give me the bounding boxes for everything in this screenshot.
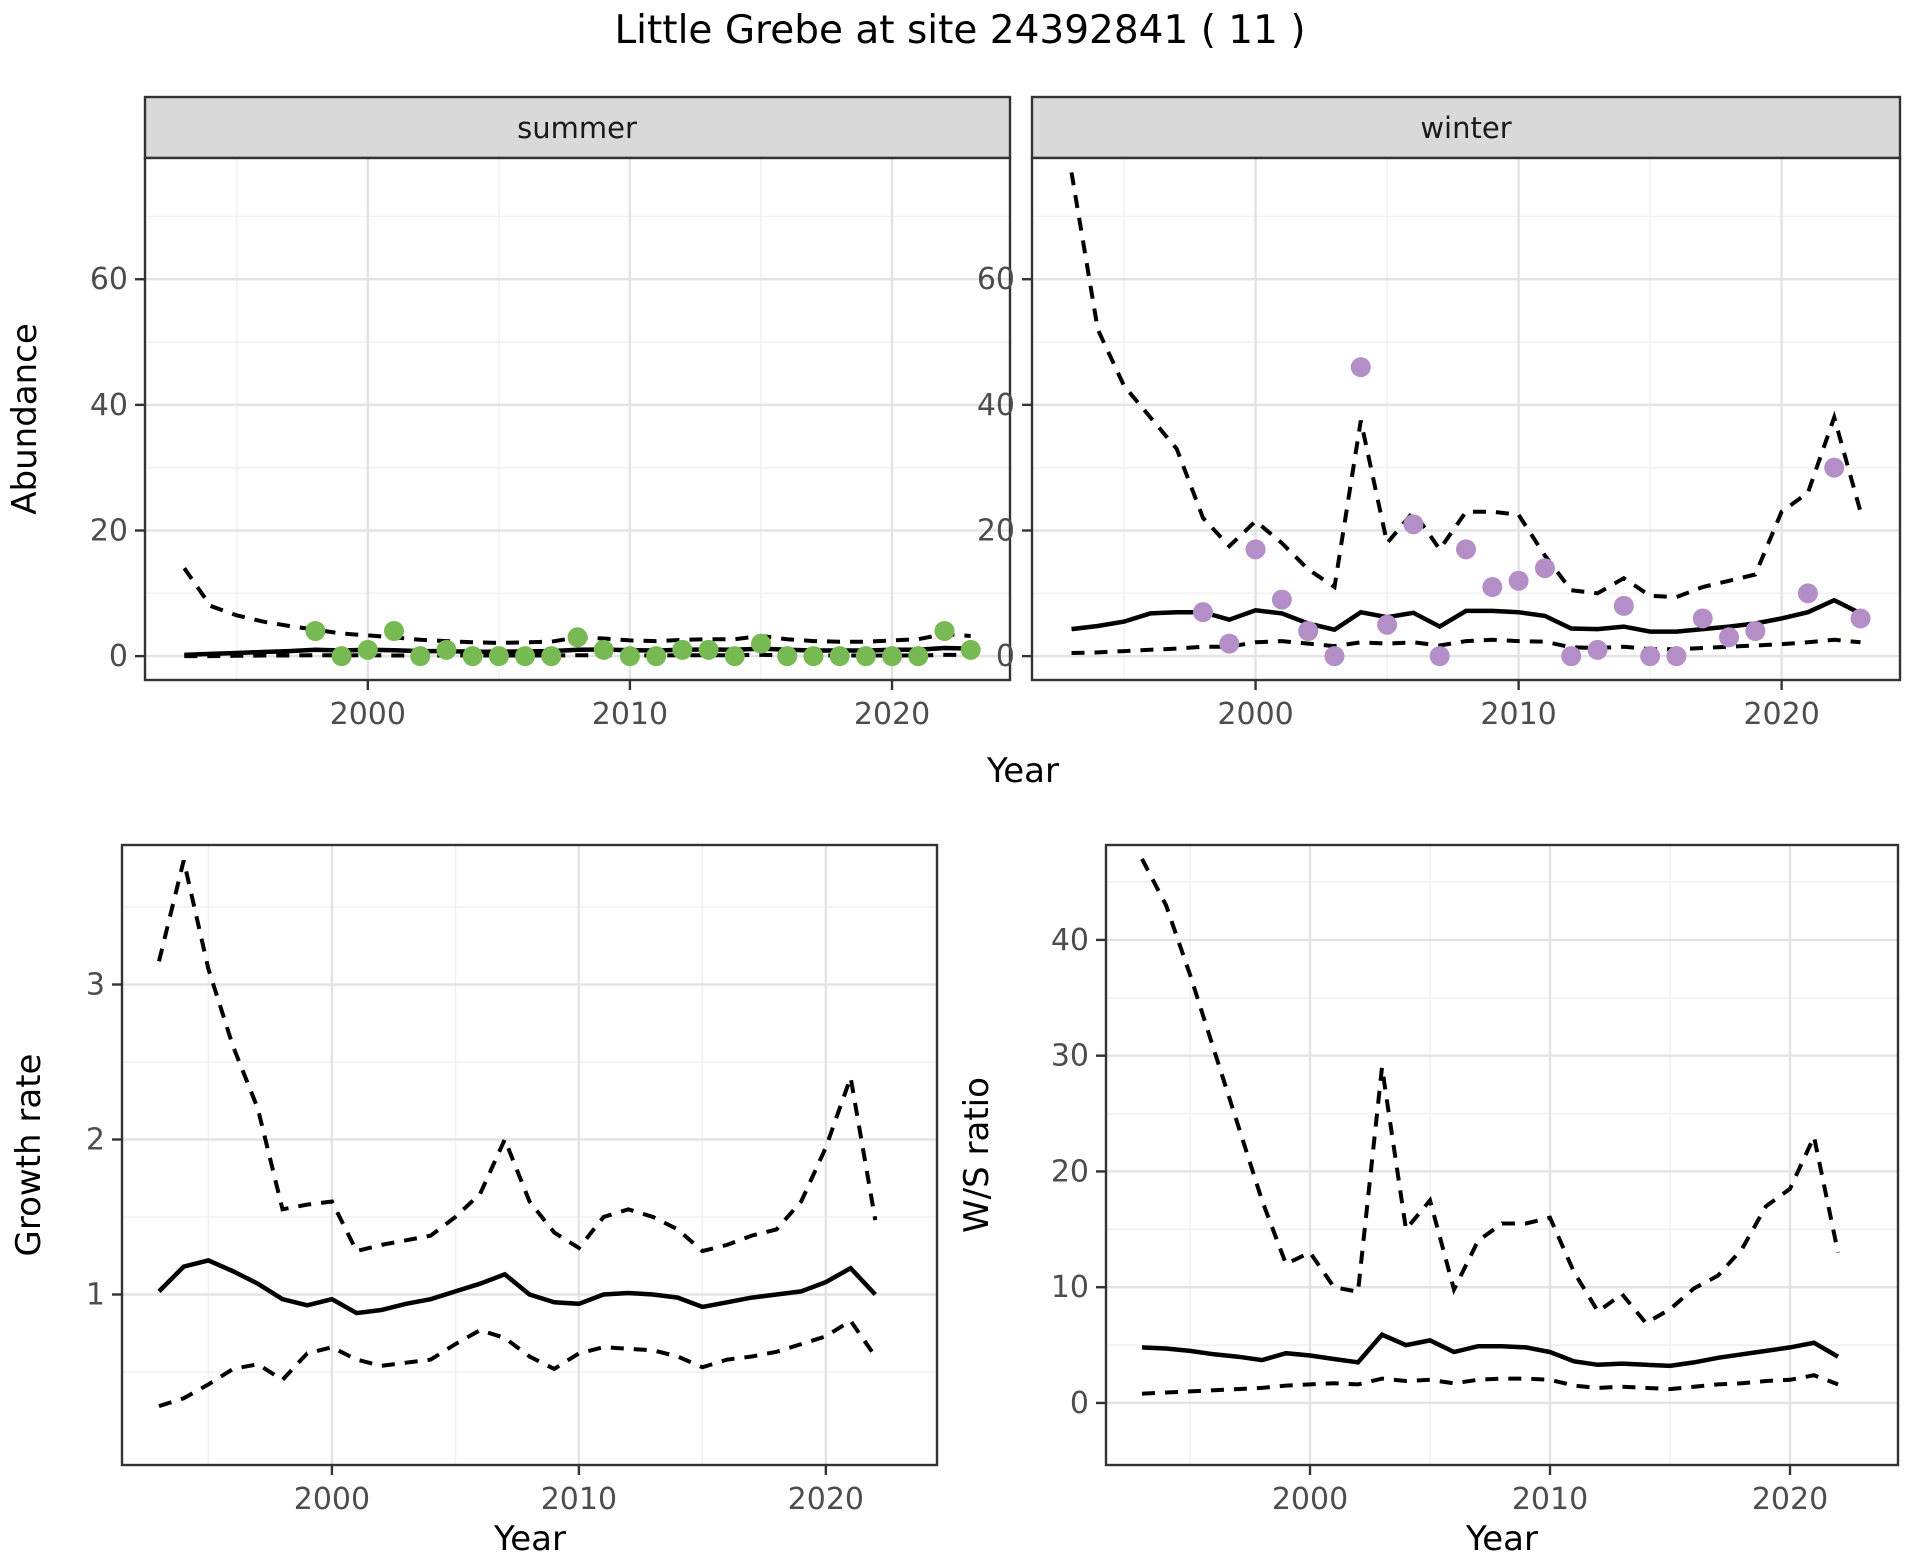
y-tick-label: 0 [996,639,1015,674]
y-tick-label: 20 [90,513,128,548]
axis-ticks-growth-rate: 2000 2010 2020 1 2 3 [86,968,864,1518]
x-tick-label: 2020 [788,1482,864,1517]
series-abundance-summer-observed [305,621,981,667]
series-ws-ratio-lower_ci [1141,1373,1839,1396]
x-tick-label: 2010 [1480,697,1556,732]
y-axis-title-abundance: Abundance [5,323,45,515]
axis-ticks-abundance-winter: 2000 2010 2020 0 20 40 60 [977,262,1820,732]
facet-strip-summer-label: summer [517,111,637,145]
series-abundance-summer-lower_ci [184,652,971,659]
y-tick-label: 0 [109,639,128,674]
x-tick-label: 2020 [1743,697,1819,732]
facet-strip-summer [143,95,1012,160]
y-tick-label: 20 [977,513,1015,548]
y-tick-label: 3 [86,968,105,1003]
y-tick-label: 60 [90,262,128,297]
series-abundance-winter-lower_ci [1071,637,1861,655]
facet-strip-winter-label: winter [1420,111,1511,145]
x-tick-label: 2000 [294,1482,370,1517]
x-axis-title-year-ws: Year [1465,1519,1538,1559]
x-tick-label: 2010 [1512,1482,1588,1517]
y-tick-label: 60 [977,262,1015,297]
x-tick-label: 2020 [854,697,930,732]
axis-ticks-ws-ratio: 2000 2010 2020 0 10 20 30 40 [1051,923,1828,1517]
x-tick-label: 2010 [541,1482,617,1517]
y-tick-label: 40 [1051,923,1089,958]
series-growth-rate-lower_ci [158,1318,877,1409]
y-tick-label: 2 [86,1123,105,1158]
panel-abundance-winter: 2000 2010 2020 0 20 40 60 [977,156,1902,732]
x-tick-label: 2020 [1752,1482,1828,1517]
chart-title: Little Grebe at site 24392841 ( 11 ) [614,8,1306,53]
gridlines-growth-rate [122,845,937,1465]
series-growth-rate-upper_ci [157,860,878,1254]
y-tick-label: 1 [86,1278,105,1313]
series-abundance-winter-upper_ci [1069,172,1863,600]
y-tick-label: 10 [1051,1270,1089,1305]
x-axis-title-year-top: Year [986,751,1059,791]
y-axis-title-growth-rate: Growth rate [9,1054,49,1257]
gridlines-abundance-winter [1032,158,1900,680]
gridlines-ws-ratio [1106,845,1898,1465]
panel-growth-rate: 2000 2010 2020 1 2 3 [86,843,939,1518]
panel-abundance-summer: 2000 2010 2020 0 20 40 60 [90,156,1012,732]
y-tick-label: 0 [1070,1386,1089,1421]
y-tick-label: 40 [90,388,128,423]
series-abundance-winter-observed [1192,357,1871,667]
y-tick-label: 20 [1051,1154,1089,1189]
x-tick-label: 2000 [1272,1482,1348,1517]
y-tick-label: 40 [977,388,1015,423]
panel-ws-ratio: 2000 2010 2020 0 10 20 30 40 [1051,843,1900,1517]
series-ws-ratio-upper_ci [1140,857,1840,1326]
y-tick-label: 30 [1051,1039,1089,1074]
facet-strip-winter [1030,95,1902,160]
x-tick-label: 2010 [592,697,668,732]
x-axis-title-year-growth: Year [493,1519,566,1559]
x-tick-label: 2000 [1217,697,1293,732]
series-growth-rate-fit [157,1258,877,1316]
x-tick-label: 2000 [330,697,406,732]
axis-ticks-abundance-summer: 2000 2010 2020 0 20 40 60 [90,262,930,732]
series-ws-ratio-fit [1141,1331,1840,1369]
y-axis-title-ws-ratio: W/S ratio [957,1077,997,1233]
